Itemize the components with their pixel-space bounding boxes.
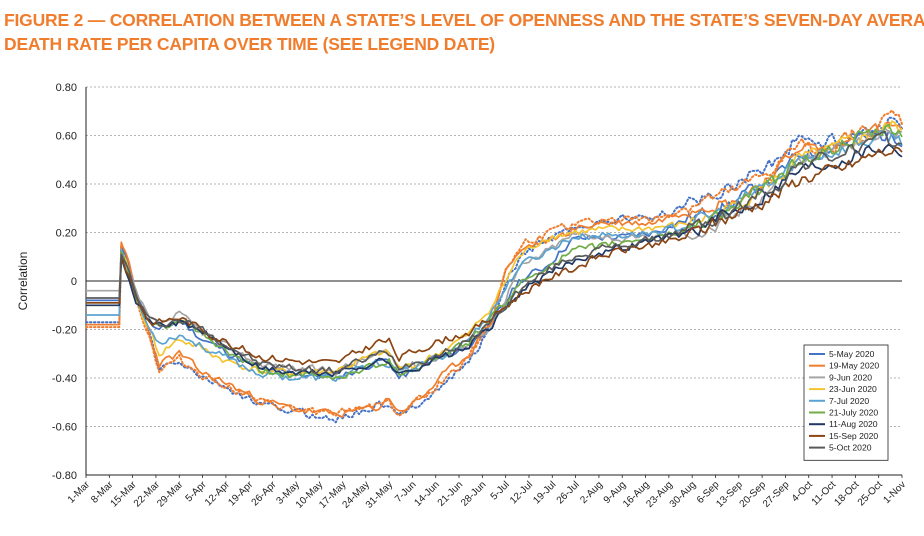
x-tick-label: 19-Jul	[531, 479, 558, 506]
legend-box	[803, 344, 889, 461]
figure-title-line-1: FIGURE 2 — CORRELATION BETWEEN A STATE’S…	[4, 10, 924, 30]
x-tick-label: 30-Aug	[668, 479, 699, 510]
x-tick-label: 21-Jun	[436, 479, 465, 508]
legend-label: 5-May 2020	[829, 349, 875, 359]
x-tick-label: 1-Nov	[881, 479, 908, 506]
x-tick-label: 25-Oct	[856, 479, 885, 508]
y-tick-label: 0	[71, 276, 77, 288]
series-line-projection-10	[85, 109, 903, 417]
series-line-21-july-2020	[86, 123, 903, 381]
x-tick-label: 14-Jun	[412, 479, 441, 508]
y-tick-label: 0.80	[56, 82, 77, 94]
y-tick-label: 0.60	[56, 131, 77, 143]
series-line-15-sep-2020	[86, 146, 903, 366]
x-tick-label: 12-Jul	[508, 479, 535, 506]
x-tick-label: 12-Apr	[203, 479, 232, 508]
x-tick-label: 1-Mar	[66, 479, 93, 506]
series-line-23-jun-2020	[86, 120, 903, 377]
x-tick-label: 28-Jun	[459, 479, 488, 508]
y-tick-label: -0.20	[52, 325, 77, 337]
y-tick-label: -0.60	[52, 422, 77, 434]
x-tick-label: 18-Oct	[832, 479, 861, 508]
figure-title: FIGURE 2 — CORRELATION BETWEEN A STATE’S…	[4, 8, 924, 56]
y-axis-title: Correlation	[16, 252, 30, 311]
x-tick-label: 26-Apr	[250, 479, 279, 508]
legend-label: 7-Jul 2020	[829, 396, 869, 406]
legend-label: 9-Jun 2020	[829, 372, 872, 382]
series-lines	[85, 109, 903, 424]
x-tick-label: 26-Jul	[555, 479, 582, 506]
series-line-19-may-2020	[86, 121, 903, 418]
y-tick-label: -0.40	[52, 373, 77, 385]
series-line-5-may-2020	[86, 130, 903, 381]
x-tick-label: 27-Sep	[761, 479, 792, 510]
figure-title-line-2: DEATH RATE PER CAPITA OVER TIME (SEE LEG…	[4, 34, 495, 54]
legend-label: 23-Jun 2020	[829, 384, 877, 394]
series-line-5-oct-2020	[86, 130, 903, 375]
legend-label: 11-Aug 2020	[829, 419, 878, 429]
legend-label: 21-July 2020	[829, 408, 878, 418]
x-tick-label: 11-Oct	[810, 479, 839, 508]
legend-label: 15-Sep 2020	[829, 431, 878, 441]
x-tick-label: 29-Mar	[155, 479, 186, 510]
y-tick-label: -0.80	[52, 470, 77, 482]
y-tick-label: 0.20	[56, 228, 77, 240]
y-tick-label: 0.40	[56, 179, 77, 191]
axes: 0.80 0.60 0.40 0.20 0 -0.20 -0.40 -0.60 -0.80 Cor…	[16, 82, 908, 511]
legend-label: 5-Oct 2020	[829, 443, 872, 453]
legend-label: 19-May 2020	[829, 361, 879, 371]
x-tick-label: 19-Apr	[226, 479, 255, 508]
x-tick-label: 2-Aug	[578, 479, 605, 506]
